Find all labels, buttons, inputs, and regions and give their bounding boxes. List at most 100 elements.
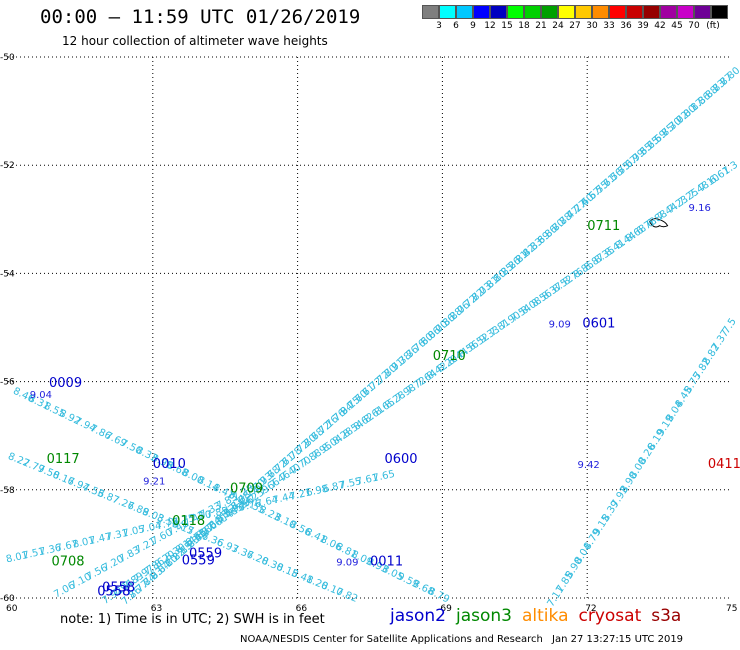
legend-swatch <box>677 5 694 19</box>
pass-time-label: 0011 <box>370 555 403 570</box>
lat-tick-label: -58 <box>0 486 15 496</box>
map-axis-labels: 60 63 66 69 72 75 -50 -52 -54 -56 -58 -60 <box>0 53 737 614</box>
swh-value: 7.96 <box>222 502 246 518</box>
legend-tick-label: 70 <box>688 21 700 31</box>
legend-swatch <box>643 5 660 19</box>
island-outline <box>648 218 669 228</box>
pass-time-label: 0117 <box>47 452 80 467</box>
swh-value: 7.04 <box>138 520 162 536</box>
lon-tick-label: 72 <box>585 604 596 614</box>
legend-swatch <box>609 5 626 19</box>
track-0600: 7.927.947.897.977.868.208.308.148.668.80… <box>100 160 740 607</box>
island-shape <box>648 218 669 228</box>
legend-tick-label: 33 <box>603 21 615 31</box>
wave-height-color-legend: 3 6 9 12 15 18 21 24 27 30 33 36 39 42 45 70 (ft) <box>422 5 740 31</box>
pass-time-label: 0709 <box>230 482 263 497</box>
lat-tick-label: -60 <box>0 594 15 604</box>
legend-swatch <box>439 5 456 19</box>
legend-tick-label: (ft) <box>706 21 720 31</box>
legend-tick-label: 9 <box>470 21 476 31</box>
swh-value: 7.85 <box>205 506 229 522</box>
page-title: 00:00 — 11:59 UTC 01/26/2019 <box>40 6 361 28</box>
legend-swatch <box>558 5 575 19</box>
legend-tick-label: 6 <box>453 21 459 31</box>
satellite-legend: jason2 jason3 altika cryosat s3a <box>390 606 691 626</box>
satellite-legend-jason3: jason3 <box>456 606 512 626</box>
legend-swatch <box>422 5 439 19</box>
page-subtitle: 12 hour collection of altimeter wave hei… <box>62 34 328 48</box>
legend-tick-label: 45 <box>671 21 683 31</box>
legend-swatch <box>541 5 558 19</box>
swh-value: 7.51 <box>22 546 46 562</box>
swh-highlight-value: 9.09 <box>549 320 571 331</box>
legend-swatch <box>711 5 728 19</box>
pass-time-label: 0118 <box>172 514 205 529</box>
satellite-tracks: 7.867.777.847.938.048.108.228.158.238.41… <box>5 65 740 609</box>
legend-swatch <box>660 5 677 19</box>
swh-value: 6.98 <box>305 484 329 500</box>
legend-tick-label: 18 <box>518 21 530 31</box>
satellite-legend-s3a: s3a <box>651 606 682 626</box>
legend-swatch <box>694 5 711 19</box>
swh-value: 7.76 <box>238 498 262 514</box>
lon-tick-label: 66 <box>296 604 308 614</box>
swh-value: 7.50 <box>188 509 212 525</box>
legend-color-bar <box>422 5 740 19</box>
lat-tick-label: -52 <box>0 161 15 171</box>
swh-value: 7.64 <box>255 495 279 511</box>
lat-tick-label: -54 <box>0 269 15 279</box>
swh-value: 8.80 <box>718 65 740 88</box>
pass-time-label: 0010 <box>153 457 186 472</box>
lon-tick-label: 69 <box>440 604 452 614</box>
legend-tick-label: 42 <box>654 21 666 31</box>
swh-value: 7.47 <box>88 531 112 547</box>
swh-highlight-value: 9.42 <box>578 460 600 471</box>
satellite-legend-jason2: jason2 <box>390 606 446 626</box>
swh-value: 7.31 <box>105 528 129 544</box>
swh-value: 7.61 <box>355 472 379 488</box>
swh-value: 7.55 <box>339 476 363 492</box>
legend-swatch <box>456 5 473 19</box>
legend-tick-label: 36 <box>620 21 632 31</box>
pass-time-label: 0411 <box>708 457 740 472</box>
legend-tick-label: 21 <box>535 21 547 31</box>
legend-tick-label: 39 <box>637 21 649 31</box>
swh-value: 7.78 <box>155 517 179 533</box>
satellite-legend-cryosat: cryosat <box>578 606 642 626</box>
lon-tick-label: 75 <box>726 604 737 614</box>
lat-tick-label: -50 <box>0 53 15 63</box>
swh-value: 7.05 <box>122 524 146 540</box>
swh-value: 7.75 <box>172 513 196 529</box>
legend-swatch <box>524 5 541 19</box>
legend-tick-label: 24 <box>552 21 564 31</box>
track-0708: 8.017.517.367.678.017.477.317.057.047.78… <box>5 469 396 566</box>
legend-tick-label: 15 <box>501 21 513 31</box>
swh-value: 8.79 <box>426 586 451 606</box>
lon-tick-label: 63 <box>151 604 162 614</box>
legend-swatch <box>626 5 643 19</box>
pass-time-label: 0559 <box>189 546 222 561</box>
swh-value: 7.36 <box>38 543 62 559</box>
pass-time-label: 0710 <box>433 349 466 364</box>
lat-tick-label: -56 <box>0 378 15 388</box>
pass-time-label: 0559 <box>182 553 215 568</box>
legend-tick-label: 12 <box>484 21 496 31</box>
legend-swatch <box>507 5 524 19</box>
swh-value: 7.82 <box>334 586 359 605</box>
pass-time-label: 0711 <box>587 219 620 234</box>
legend-swatch <box>490 5 507 19</box>
pass-time-label: 0601 <box>582 317 615 332</box>
legend-tick-label: 30 <box>586 21 598 31</box>
pass-time-label: 0558 <box>102 581 135 596</box>
swh-value: 7.67 <box>55 539 79 555</box>
pass-time-label: 0558 <box>97 584 130 599</box>
map-grid <box>8 56 732 599</box>
swh-value: 7.21 <box>289 487 313 503</box>
pass-time-label: 0708 <box>51 555 84 570</box>
swh-highlight-value: 9.16 <box>689 203 711 214</box>
footer-note: note: 1) Time is in UTC; 2) SWH is in fe… <box>60 612 325 627</box>
swh-value: 8.01 <box>5 550 29 566</box>
lon-tick-label: 60 <box>6 604 18 614</box>
